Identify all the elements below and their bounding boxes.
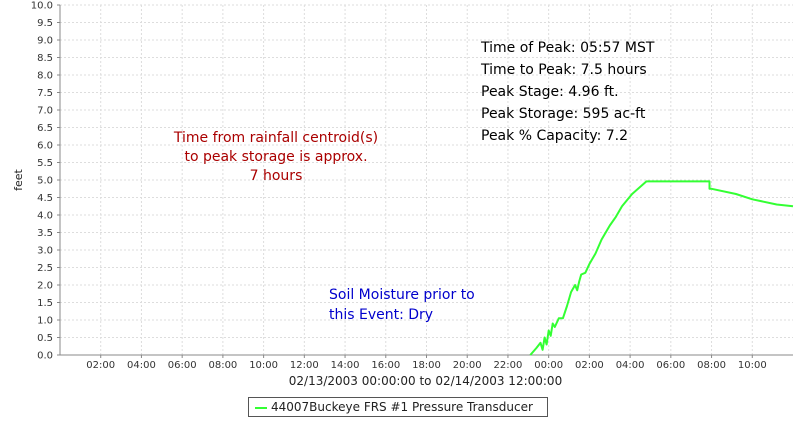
annotation-layer: Time from rainfall centroid(s) to peak st… [173, 40, 655, 323]
y-tick-label: 0.5 [37, 333, 53, 344]
annotation-peak-line: Peak % Capacity: 7.2 [481, 128, 628, 144]
y-tick-label: 7.5 [37, 88, 53, 99]
y-tick-label: 1.5 [37, 298, 53, 309]
x-tick-label: 16:00 [371, 360, 400, 371]
legend: 44007Buckeye FRS #1 Pressure Transducer [248, 397, 548, 417]
x-tick-label: 12:00 [290, 360, 319, 371]
annotation-rain-line: to peak storage is approx. [184, 149, 367, 165]
annotation-peak-line: Time of Peak: 05:57 MST [480, 40, 655, 56]
x-tick-label: 10:00 [738, 360, 767, 371]
y-tick-label: 2.0 [37, 281, 53, 292]
x-tick-label: 18:00 [412, 360, 441, 371]
x-tick-label: 14:00 [331, 360, 360, 371]
grid-layer [60, 4, 793, 356]
y-tick-label: 9.5 [37, 18, 53, 29]
x-tick-label: 02:00 [575, 360, 604, 371]
x-tick-label: 10:00 [249, 360, 278, 371]
x-tick-label: 00:00 [534, 360, 563, 371]
y-tick-label: 4.5 [37, 193, 53, 204]
annotation-rain-line: Time from rainfall centroid(s) [173, 130, 378, 146]
y-tick-label: 6.5 [37, 123, 53, 134]
y-tick-label: 7.0 [37, 106, 53, 117]
y-tick-label: 6.0 [37, 141, 53, 152]
x-tick-label: 08:00 [208, 360, 237, 371]
y-tick-label: 10.0 [31, 1, 53, 12]
y-tick-label: 8.0 [37, 71, 53, 82]
annotation-peak-line: Time to Peak: 7.5 hours [480, 62, 647, 78]
y-tick-label: 0.0 [37, 351, 53, 362]
y-tick-label: 3.0 [37, 246, 53, 257]
x-tick-label: 06:00 [168, 360, 197, 371]
annotation-soil-line: Soil Moisture prior to [329, 287, 475, 303]
y-tick-label: 3.5 [37, 228, 53, 239]
series-line [529, 180, 794, 356]
series-layer [529, 180, 794, 356]
y-tick-label: 5.0 [37, 176, 53, 187]
x-axis-title: 02/13/2003 00:00:00 to 02/14/2003 12:00:… [289, 374, 562, 388]
annotation-peak-line: Peak Storage: 595 ac-ft [481, 106, 646, 122]
annotation-soil-line: this Event: Dry [329, 307, 433, 323]
x-tick-label: 02:00 [86, 360, 115, 371]
y-tick-label: 9.0 [37, 36, 53, 47]
y-axis-title: feet [12, 168, 25, 190]
x-tick-label: 22:00 [494, 360, 523, 371]
y-tick-label: 8.5 [37, 53, 53, 64]
y-tick-label: 4.0 [37, 211, 53, 222]
legend-label: 44007Buckeye FRS #1 Pressure Transducer [271, 400, 533, 414]
y-tick-label: 2.5 [37, 263, 53, 274]
axis-layer: 0.0 0.5 1.0 1.5 2.0 2.5 3.0 3.5 4.0 4.5 5.0 5.5 6.0 6… [12, 1, 793, 388]
x-tick-label: 04:00 [127, 360, 156, 371]
legend-swatch [255, 407, 267, 409]
y-tick-label: 1.0 [37, 316, 53, 327]
x-tick-label: 06:00 [656, 360, 685, 371]
plot-area [60, 5, 793, 355]
annotation-rain-line: 7 hours [250, 168, 303, 184]
x-tick-label: 04:00 [616, 360, 645, 371]
x-tick-label: 08:00 [697, 360, 726, 371]
x-tick-label: 20:00 [453, 360, 482, 371]
y-tick-label: 5.5 [37, 158, 53, 169]
annotation-peak-line: Peak Stage: 4.96 ft. [481, 84, 619, 100]
